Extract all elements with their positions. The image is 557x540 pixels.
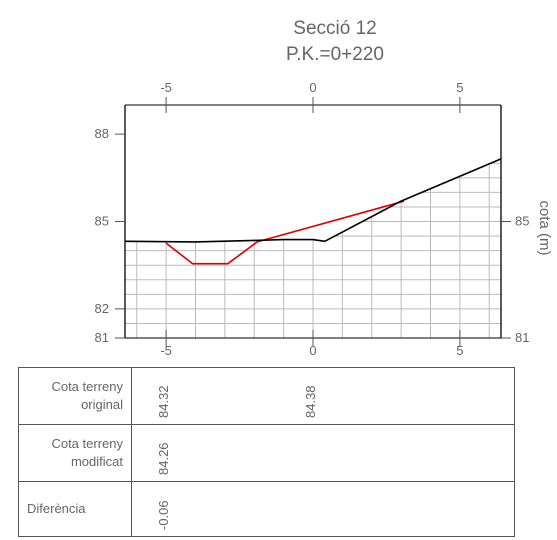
x-tick-label-top: 0 (309, 80, 316, 95)
x-tick-label-bottom: -5 (160, 343, 172, 358)
row-label-difference: Diferència (18, 481, 132, 537)
table-value-text: 84.26 (156, 442, 172, 475)
y-tick-label-left: 82 (95, 301, 109, 316)
y-tick-label-left: 81 (95, 330, 109, 345)
x-tick-label-top: 5 (456, 80, 463, 95)
row-label-line: original (81, 397, 123, 412)
table-row: Cota terreny modificat 84.26 (18, 424, 515, 482)
row-label-modified: Cota terreny modificat (18, 424, 132, 482)
chart-subtitle: P.K.=0+220 (286, 44, 384, 65)
original-terrain-line (124, 158, 502, 243)
modified-terrain-line (165, 200, 405, 265)
data-table: Cota terreny original 84.32 84.38 Cota te… (18, 367, 515, 537)
chart-title: Secció 12 (293, 18, 377, 39)
row-label-line: Cota terreny (51, 436, 123, 451)
y-tick-label-right: 81 (515, 330, 529, 345)
x-tick-label-top: -5 (160, 80, 172, 95)
table-value-text: 84.38 (303, 385, 318, 418)
chart-series (124, 158, 502, 265)
x-tick-label-bottom: 0 (309, 343, 316, 358)
y-tick-label-left: 88 (95, 126, 109, 141)
chart-grid (125, 158, 501, 338)
y-tick-label-right: 85 (515, 214, 529, 229)
chart-axes: -5 -5 0 0 5 5 81 82 85 88 81 85 (95, 80, 530, 358)
row-label-line: Cota terreny (51, 379, 123, 394)
y-tick-label-left: 85 (95, 214, 109, 229)
row-label-original: Cota terreny original (18, 367, 132, 425)
table-value-text: 84.32 (156, 385, 172, 418)
section-chart: -5 -5 0 0 5 5 81 82 85 88 81 85 cota (m) (95, 80, 553, 358)
y-axis-label: cota (m) (536, 200, 553, 255)
row-label-line: modificat (70, 454, 123, 469)
table-row: Cota terreny original 84.32 84.38 (18, 367, 515, 425)
row-label-line: Diferència (27, 501, 86, 516)
row-values: 84.32 84.38 (131, 367, 515, 425)
table-value-text: -0.06 (156, 500, 172, 530)
x-tick-label-bottom: 5 (456, 343, 463, 358)
row-values: 84.26 (131, 424, 515, 482)
row-values: -0.06 (131, 481, 515, 537)
table-row: Diferència -0.06 (18, 481, 515, 537)
